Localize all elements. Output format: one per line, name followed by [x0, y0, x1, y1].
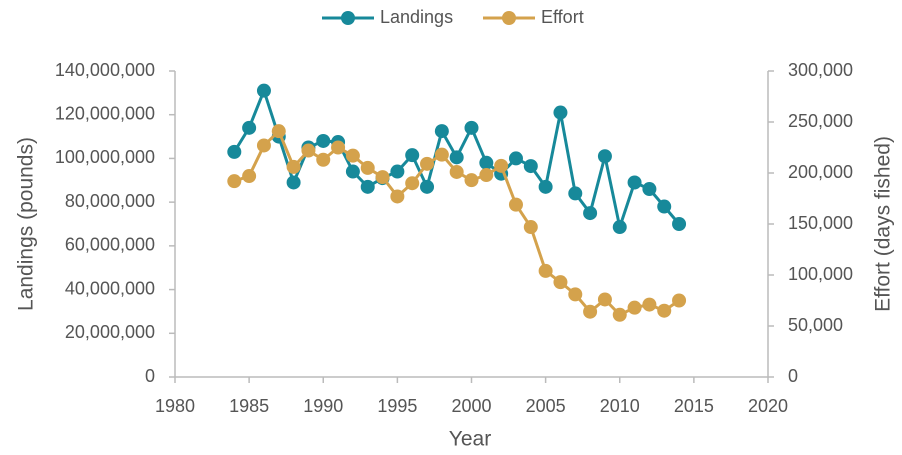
- y2-tick-label: 100,000: [788, 264, 853, 284]
- y-tick-label: 60,000,000: [65, 235, 155, 255]
- x-tick-label: 1990: [303, 396, 343, 416]
- point: [597, 292, 612, 307]
- x-tick-label: 2020: [748, 396, 788, 416]
- x-tick-label: 2000: [451, 396, 491, 416]
- y-tick-label: 100,000,000: [55, 147, 155, 167]
- point: [390, 189, 405, 204]
- y2-tick-label: 50,000: [788, 315, 843, 335]
- point: [657, 199, 672, 214]
- point: [256, 83, 271, 98]
- y2-tick-label: 250,000: [788, 111, 853, 131]
- point: [256, 138, 271, 153]
- point: [553, 275, 568, 290]
- point: [286, 159, 301, 174]
- point: [553, 105, 568, 120]
- point: [479, 155, 494, 170]
- point: [583, 304, 598, 319]
- x-tick-label: 1995: [377, 396, 417, 416]
- y-tick-label: 80,000,000: [65, 191, 155, 211]
- point: [405, 176, 420, 191]
- point: [583, 206, 598, 221]
- point: [316, 152, 331, 167]
- x-tick-label: 1980: [155, 396, 195, 416]
- y2-axis-label: Effort (days fished): [872, 136, 895, 312]
- point: [390, 164, 405, 179]
- point: [523, 220, 538, 235]
- point: [345, 148, 360, 163]
- point: [227, 174, 242, 189]
- point: [568, 287, 583, 302]
- y-tick-label: 0: [145, 366, 155, 386]
- point: [360, 160, 375, 175]
- point: [642, 297, 657, 312]
- x-tick-label: 2015: [674, 396, 714, 416]
- legend-marker: [502, 11, 516, 25]
- point: [301, 143, 316, 158]
- x-tick-label: 2010: [600, 396, 640, 416]
- point: [434, 124, 449, 139]
- point: [479, 168, 494, 183]
- point: [672, 217, 687, 231]
- point: [345, 164, 360, 179]
- y-axis-label: Landings (pounds): [15, 137, 38, 311]
- y2-tick-label: 0: [788, 366, 798, 386]
- point: [271, 124, 286, 139]
- point: [642, 182, 657, 197]
- point: [316, 133, 331, 148]
- y-tick-label: 40,000,000: [65, 278, 155, 298]
- y-tick-label: 20,000,000: [65, 322, 155, 342]
- y2-tick-label: 150,000: [788, 213, 853, 233]
- point: [508, 197, 523, 212]
- point: [331, 140, 346, 155]
- point: [464, 173, 479, 188]
- x-tick-label: 2005: [526, 396, 566, 416]
- point: [494, 158, 509, 173]
- point: [627, 300, 642, 315]
- point: [657, 303, 672, 318]
- point: [612, 220, 627, 235]
- x-tick-label: 1985: [229, 396, 269, 416]
- point: [523, 159, 538, 174]
- y-tick-label: 120,000,000: [55, 103, 155, 123]
- y2-tick-label: 300,000: [788, 60, 853, 80]
- point: [286, 175, 301, 190]
- y-tick-label: 140,000,000: [55, 60, 155, 80]
- point: [612, 307, 627, 322]
- point: [672, 293, 687, 308]
- legend-label: Landings: [380, 7, 453, 27]
- legend-marker: [341, 11, 355, 25]
- point: [375, 170, 390, 185]
- point: [434, 147, 449, 162]
- point: [449, 150, 464, 165]
- x-axis-label: Year: [449, 428, 491, 451]
- y2-tick-label: 200,000: [788, 162, 853, 182]
- point: [627, 175, 642, 190]
- point: [405, 148, 420, 163]
- point: [227, 144, 242, 159]
- point: [449, 164, 464, 179]
- point: [568, 186, 583, 201]
- point: [420, 179, 435, 194]
- point: [538, 179, 553, 194]
- point: [597, 149, 612, 164]
- point: [360, 179, 375, 194]
- point: [242, 169, 257, 184]
- point: [538, 263, 553, 278]
- point: [242, 120, 257, 135]
- legend-label: Effort: [541, 7, 584, 27]
- point: [464, 120, 479, 135]
- point: [508, 151, 523, 166]
- point: [420, 156, 435, 171]
